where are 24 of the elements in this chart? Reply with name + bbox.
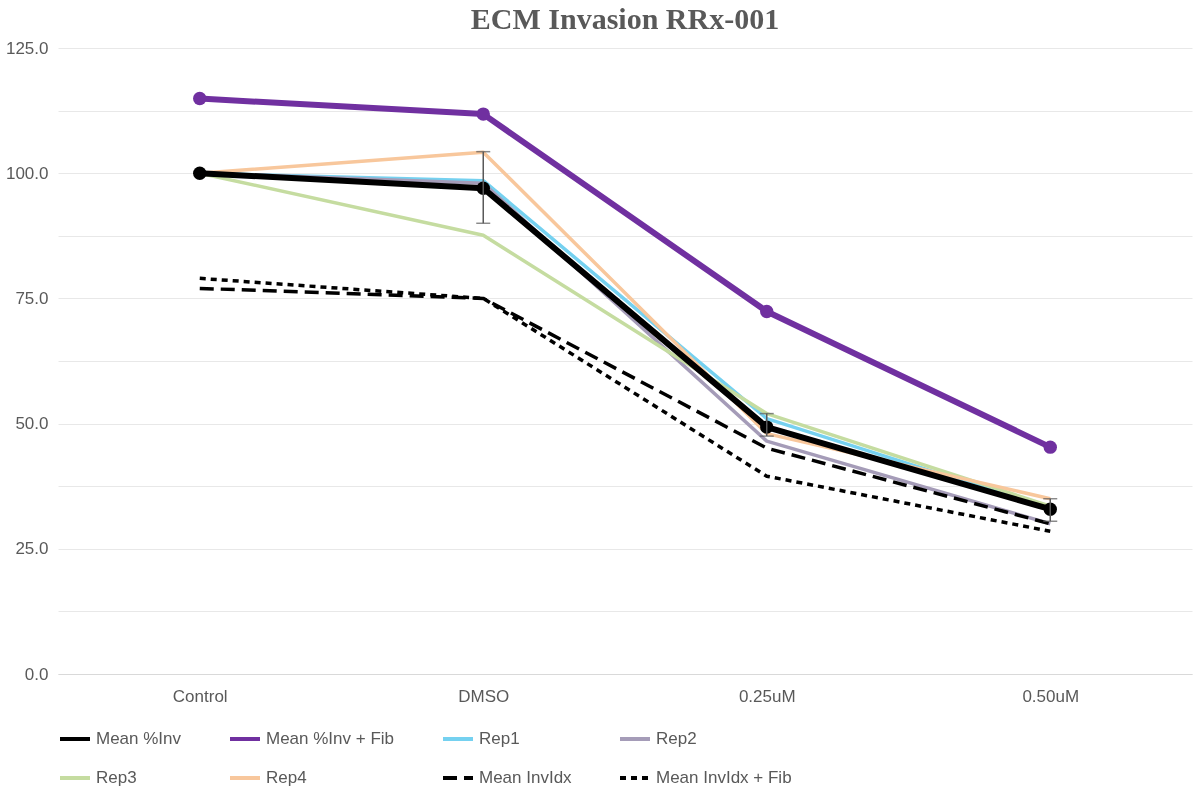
x-tick-label: DMSO bbox=[458, 686, 510, 706]
point bbox=[193, 166, 207, 180]
y-tick-label: 100.0 bbox=[5, 163, 49, 183]
x-tick-label: Control bbox=[172, 686, 228, 706]
legend-label: Mean %Inv + Fib bbox=[266, 729, 395, 748]
y-tick-label: 75.0 bbox=[15, 288, 49, 308]
point bbox=[476, 107, 490, 121]
point bbox=[1043, 440, 1057, 454]
chart-title: ECM Invasion RRx-001 bbox=[470, 2, 780, 35]
legend-label: Rep3 bbox=[96, 768, 137, 787]
y-tick-label: 125.0 bbox=[5, 38, 49, 58]
point bbox=[193, 91, 207, 106]
legend-label: Mean InvIdx bbox=[479, 768, 573, 787]
y-tick-label: 0.0 bbox=[24, 664, 49, 684]
legend-label: Rep2 bbox=[656, 729, 697, 748]
legend-label: Mean %Inv bbox=[96, 729, 182, 748]
x-tick-label: 0.25uM bbox=[738, 686, 796, 706]
y-tick-label: 50.0 bbox=[15, 414, 49, 434]
legend-label: Rep4 bbox=[266, 768, 307, 787]
legend-label: Mean InvIdx + Fib bbox=[656, 768, 792, 787]
y-tick-label: 25.0 bbox=[15, 539, 49, 559]
legend-label: Rep1 bbox=[479, 729, 520, 748]
point bbox=[760, 304, 774, 319]
x-tick-label: 0.50uM bbox=[1022, 686, 1080, 706]
